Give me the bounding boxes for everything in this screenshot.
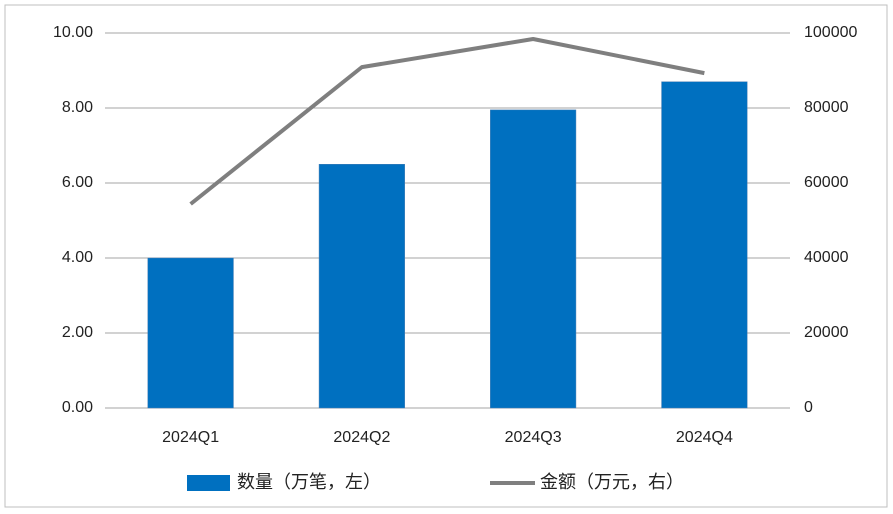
y2-tick-label: 0 bbox=[804, 399, 813, 416]
y2-tick-label: 60000 bbox=[804, 174, 849, 191]
y-tick-label: 10.00 bbox=[53, 24, 93, 41]
x-tick-label: 2024Q1 bbox=[162, 429, 219, 446]
legend-swatch bbox=[187, 475, 230, 491]
legend-label: 金额（万元，右） bbox=[540, 472, 684, 492]
bar bbox=[318, 164, 405, 409]
y-tick-label: 2.00 bbox=[62, 324, 93, 341]
y-tick-label: 4.00 bbox=[62, 249, 93, 266]
bar bbox=[490, 109, 577, 409]
bar bbox=[661, 81, 748, 409]
y-tick-label: 6.00 bbox=[62, 174, 93, 191]
bar bbox=[147, 257, 234, 409]
x-tick-label: 2024Q2 bbox=[333, 429, 390, 446]
x-tick-label: 2024Q3 bbox=[505, 429, 562, 446]
y2-tick-label: 40000 bbox=[804, 249, 849, 266]
x-tick-label: 2024Q4 bbox=[676, 429, 733, 446]
y-tick-label: 0.00 bbox=[62, 399, 93, 416]
y2-tick-label: 80000 bbox=[804, 99, 849, 116]
line bbox=[189, 37, 705, 206]
y2-tick-label: 100000 bbox=[804, 24, 857, 41]
y-tick-label: 8.00 bbox=[62, 99, 93, 116]
chart-border bbox=[4, 4, 888, 508]
legend-label: 数量（万笔，左） bbox=[237, 472, 381, 492]
y2-tick-label: 20000 bbox=[804, 324, 849, 341]
